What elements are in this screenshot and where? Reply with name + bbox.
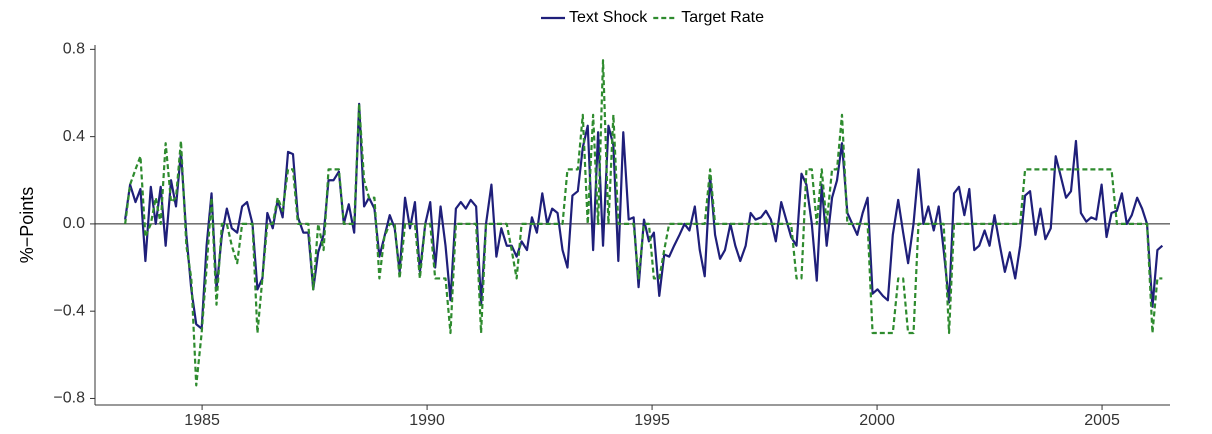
- x-tick-label: 1990: [409, 412, 445, 429]
- legend: Text Shock Target Rate: [541, 9, 764, 26]
- y-tick-label: 0.4: [63, 128, 85, 145]
- series-line: [124, 102, 1164, 330]
- y-tick-label: −0.8: [53, 390, 85, 407]
- series-line: [124, 59, 1163, 387]
- y-axis-label: %−Points: [17, 187, 37, 264]
- y-tick-label: 0.0: [63, 215, 85, 232]
- x-tick-label: 1985: [184, 412, 220, 429]
- x-tick-label: 2005: [1084, 412, 1120, 429]
- legend-label: Text Shock: [569, 9, 648, 26]
- x-tick-label: 2000: [859, 412, 895, 429]
- y-tick-label: −0.4: [53, 302, 85, 319]
- x-tick-label: 1995: [634, 412, 670, 429]
- y-tick-label: 0.8: [63, 41, 85, 58]
- legend-label: Target Rate: [681, 9, 764, 26]
